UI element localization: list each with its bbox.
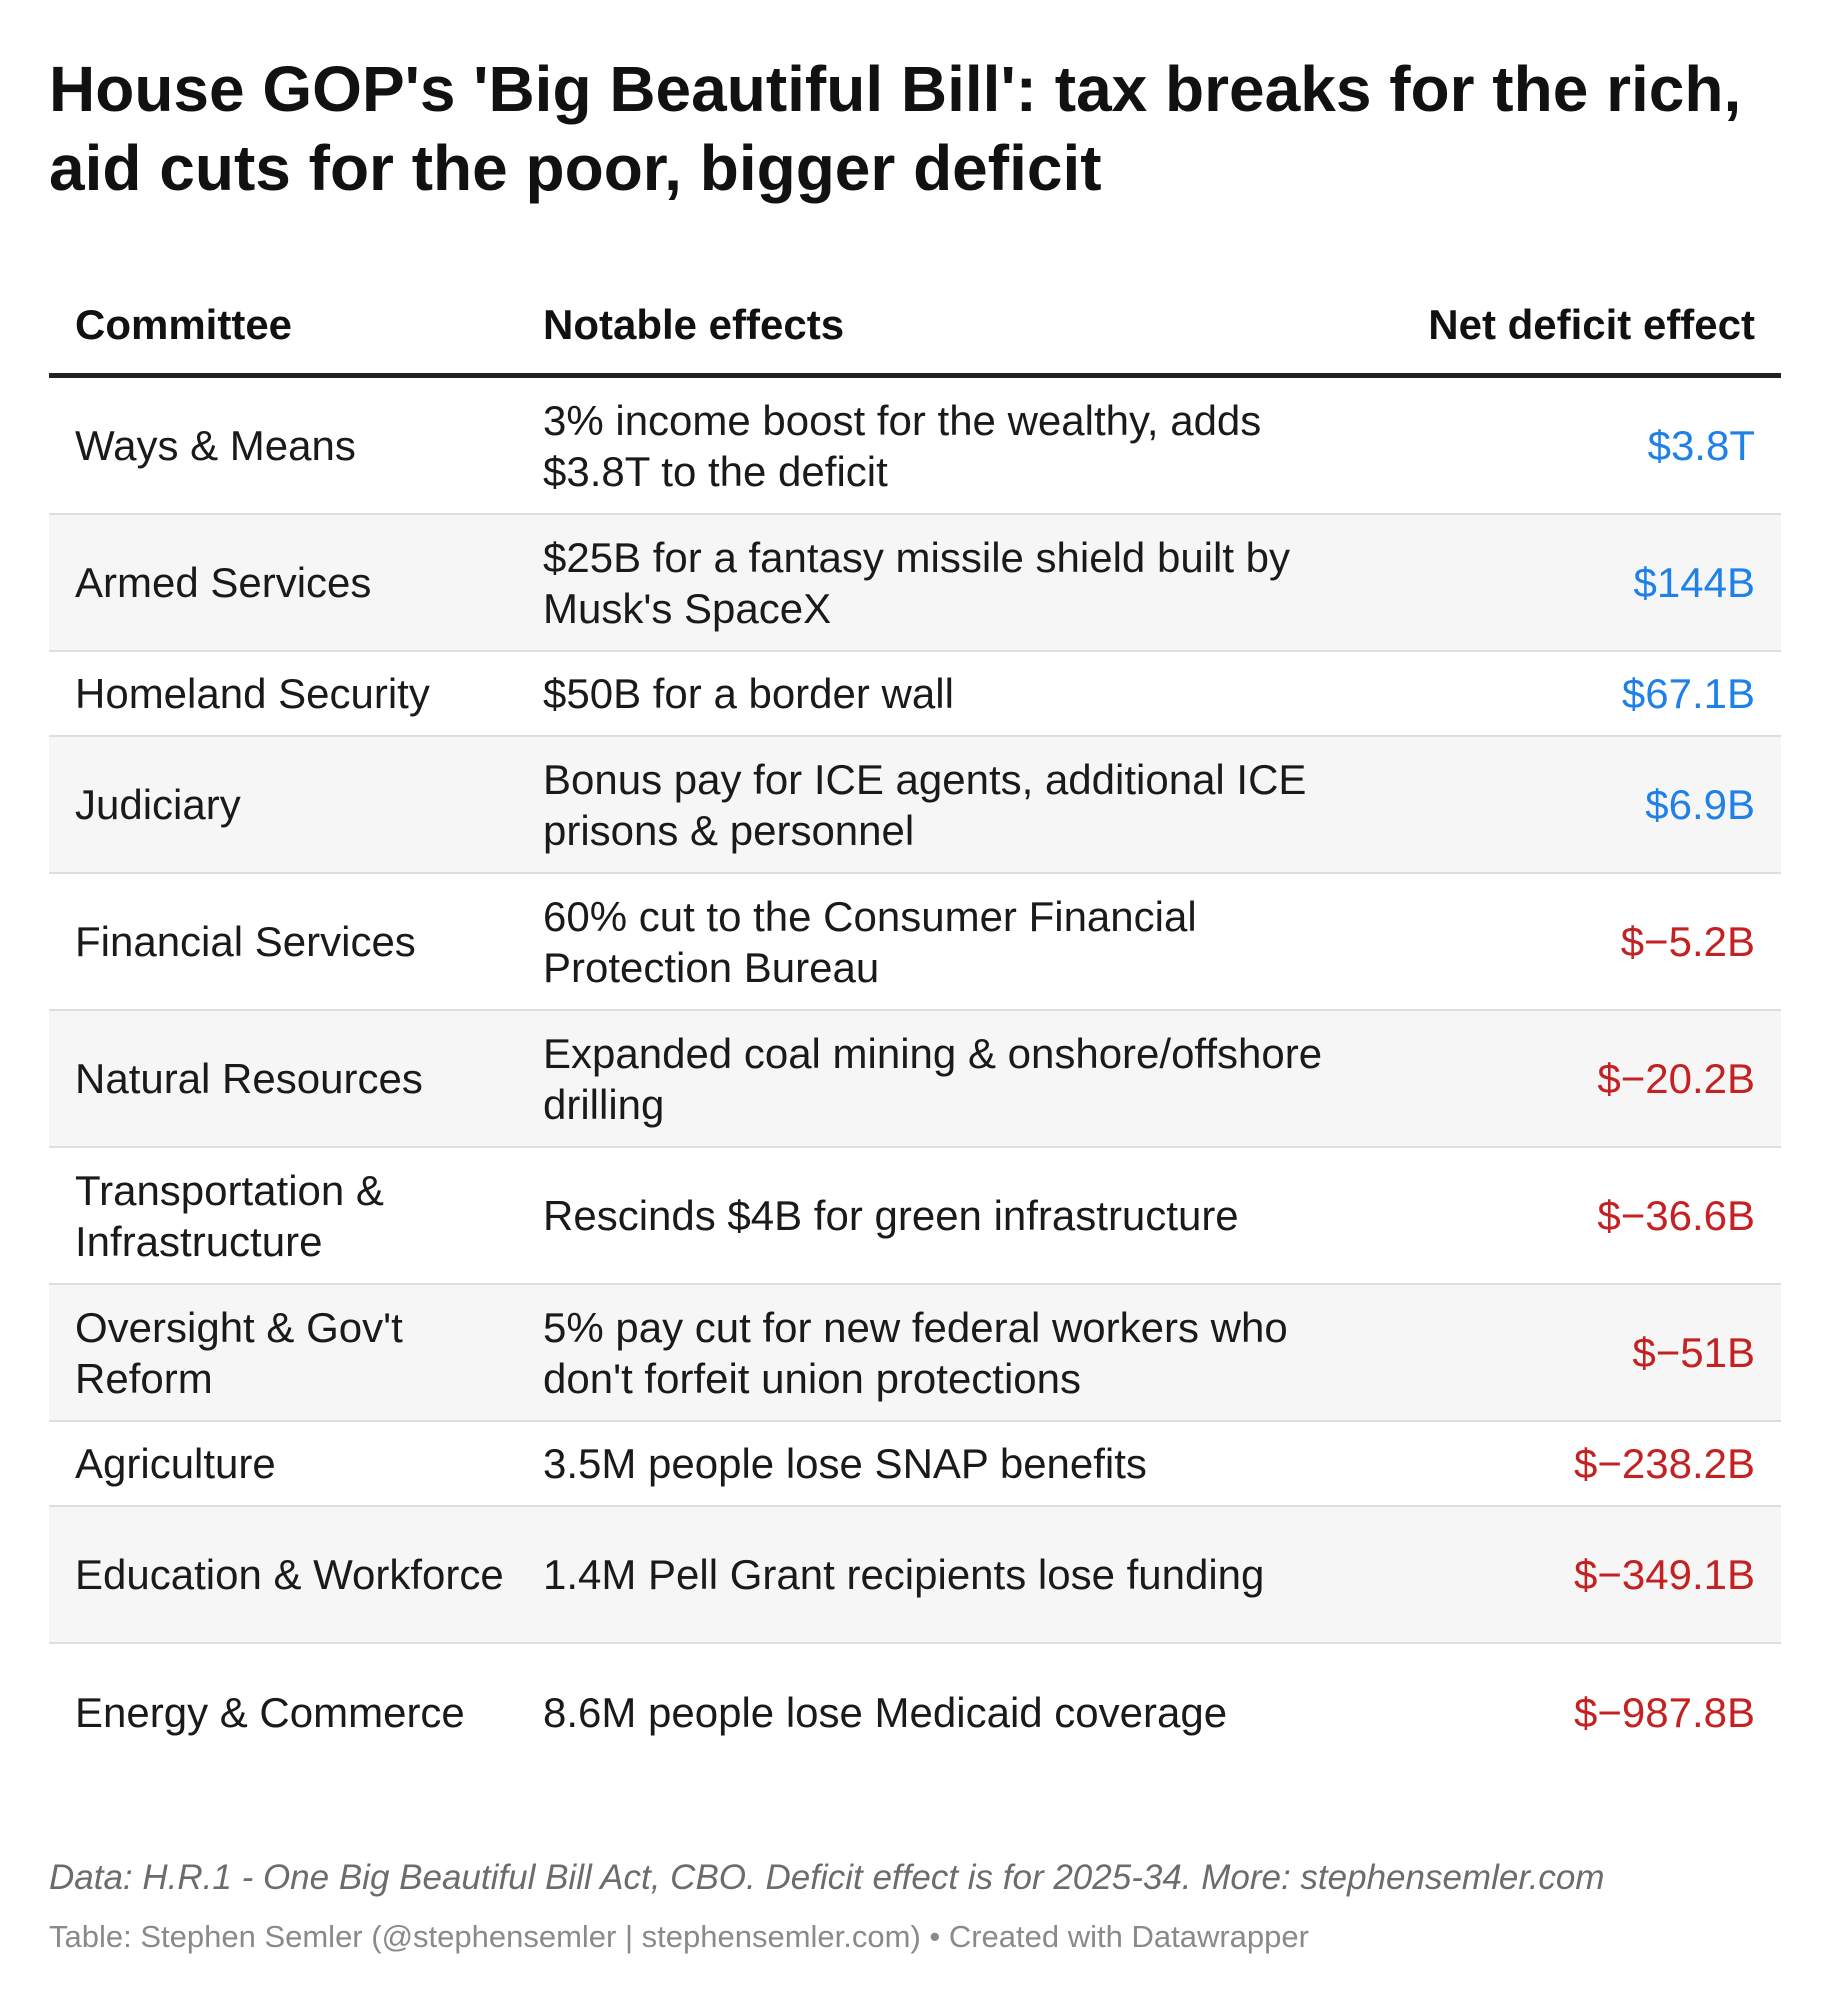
table-credit: Table: Stephen Semler (@stephensemler | … <box>49 1919 1309 1954</box>
column-header-notable-effects: Notable effects <box>543 300 845 348</box>
deficit-value: $67.1B <box>1621 670 1755 717</box>
deficit-table: Committee Notable effects Net deficit ef… <box>49 276 1781 1781</box>
table-row: Financial Services 60% cut to the Consum… <box>49 874 1781 1011</box>
table-row: Natural Resources Expanded coal mining &… <box>49 1011 1781 1148</box>
effect-cell: 5% pay cut for new federal workers who d… <box>543 1303 1288 1402</box>
committee-cell: Education & Workforce <box>75 1551 504 1598</box>
deficit-value: $−238.2B <box>1573 1440 1755 1487</box>
deficit-value: $−36.6B <box>1597 1192 1755 1239</box>
effect-cell: 1.4M Pell Grant recipients lose funding <box>543 1551 1265 1598</box>
deficit-value: $−987.8B <box>1573 1689 1755 1736</box>
column-header-net-deficit-effect: Net deficit effect <box>1428 300 1755 348</box>
table-row: Ways & Means 3% income boost for the wea… <box>49 378 1781 515</box>
table-row: Agriculture 3.5M people lose SNAP benefi… <box>49 1422 1781 1507</box>
effect-cell: 60% cut to the Consumer Financial Protec… <box>543 892 1197 991</box>
column-header-committee: Committee <box>75 300 293 348</box>
effect-cell: Rescinds $4B for green infrastructure <box>543 1192 1239 1239</box>
effect-cell: 3.5M people lose SNAP benefits <box>543 1440 1147 1487</box>
committee-cell: Oversight & Gov't Reform <box>75 1303 403 1402</box>
committee-cell: Judiciary <box>75 781 241 828</box>
table-row: Armed Services $25B for a fantasy missil… <box>49 515 1781 652</box>
source-note: Data: H.R.1 - One Big Beautiful Bill Act… <box>49 1858 1605 1897</box>
effect-cell: 8.6M people lose Medicaid coverage <box>543 1689 1228 1736</box>
table-header-row: Committee Notable effects Net deficit ef… <box>49 276 1781 378</box>
committee-cell: Homeland Security <box>75 670 430 717</box>
committee-cell: Natural Resources <box>75 1055 423 1102</box>
committee-cell: Energy & Commerce <box>75 1689 465 1736</box>
committee-cell: Transportation & Infrastructure <box>75 1166 384 1265</box>
effect-cell: 3% income boost for the wealthy, adds $3… <box>543 396 1262 495</box>
table-row: Education & Workforce 1.4M Pell Grant re… <box>49 1507 1781 1644</box>
chart-title: House GOP's 'Big Beautiful Bill': tax br… <box>49 53 1742 204</box>
table-row: Homeland Security $50B for a border wall… <box>49 652 1781 737</box>
effect-cell: Bonus pay for ICE agents, additional ICE… <box>543 755 1307 854</box>
table-row: Energy & Commerce 8.6M people lose Medic… <box>49 1644 1781 1781</box>
committee-cell: Agriculture <box>75 1440 276 1487</box>
committee-cell: Armed Services <box>75 559 372 606</box>
deficit-value: $−51B <box>1632 1329 1755 1376</box>
committee-cell: Financial Services <box>75 918 416 965</box>
deficit-value: $−20.2B <box>1597 1055 1755 1102</box>
deficit-value: $6.9B <box>1645 781 1755 828</box>
effect-cell: $50B for a border wall <box>543 670 954 717</box>
table-row: Transportation & Infrastructure Rescinds… <box>49 1148 1781 1285</box>
deficit-value: $3.8T <box>1647 422 1755 469</box>
table-row: Oversight & Gov't Reform 5% pay cut for … <box>49 1285 1781 1422</box>
deficit-value: $144B <box>1633 559 1755 606</box>
deficit-value: $−5.2B <box>1620 918 1755 965</box>
effect-cell: $25B for a fantasy missile shield built … <box>543 533 1291 632</box>
committee-cell: Ways & Means <box>75 422 356 469</box>
deficit-value: $−349.1B <box>1573 1551 1755 1598</box>
table-row: Judiciary Bonus pay for ICE agents, addi… <box>49 737 1781 874</box>
effect-cell: Expanded coal mining & onshore/offshore … <box>543 1029 1323 1128</box>
